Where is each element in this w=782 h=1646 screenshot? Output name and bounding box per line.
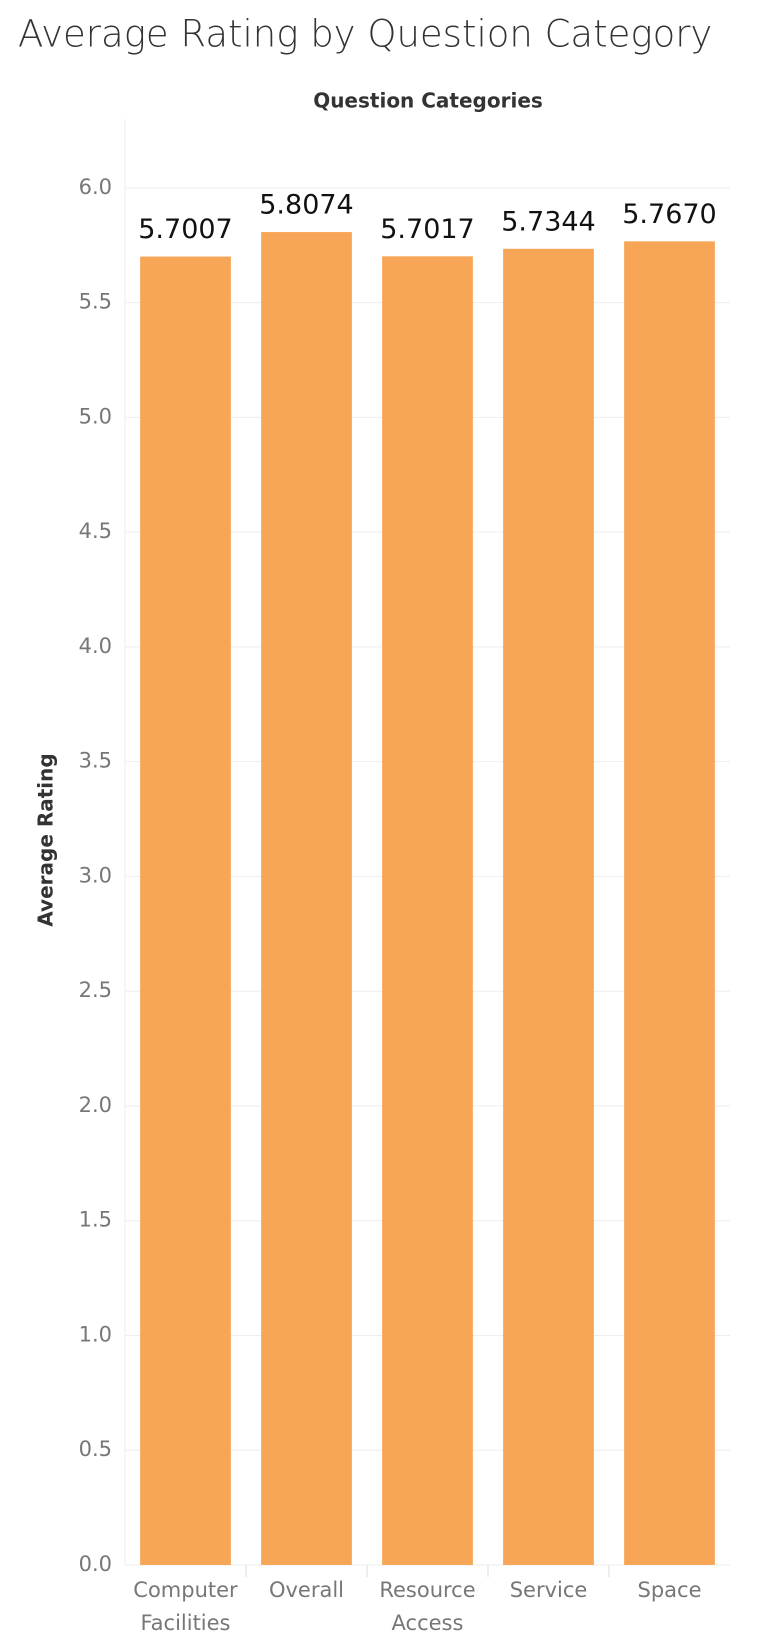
y-tick-label: 6.0 <box>79 175 112 199</box>
y-tick-label: 0.0 <box>79 1552 112 1576</box>
bar <box>624 241 715 1566</box>
y-tick-label: 0.5 <box>79 1437 112 1461</box>
x-tick-label: Space <box>638 1578 702 1602</box>
x-tick-label-line: Facilities <box>141 1611 231 1635</box>
y-axis-title: Average Rating <box>34 753 58 926</box>
chart-title: Average Rating by Question Category <box>18 13 712 56</box>
y-tick-label: 5.5 <box>79 290 112 314</box>
y-tick-label: 4.0 <box>79 634 112 658</box>
bar <box>382 256 473 1565</box>
bar <box>140 256 231 1566</box>
x-tick-label-line: Access <box>392 1611 464 1635</box>
x-tick-label: Resource Access <box>379 1578 475 1635</box>
bar <box>261 232 352 1565</box>
x-tick-label-line: Computer <box>133 1578 238 1602</box>
data-label: 5.8074 <box>259 190 353 221</box>
y-tick-label: 2.5 <box>79 978 112 1002</box>
y-tick-label: 4.5 <box>79 519 112 543</box>
y-tick-label: 3.0 <box>79 863 112 887</box>
x-tick-label-line: Resource <box>379 1578 475 1602</box>
data-label: 5.7344 <box>501 206 595 237</box>
y-tick-label: 3.5 <box>79 749 112 773</box>
y-tick-label: 1.5 <box>79 1208 112 1232</box>
data-label: 5.7017 <box>380 214 474 245</box>
x-tick-label: Service <box>510 1578 588 1602</box>
data-label: 5.7007 <box>138 214 232 245</box>
y-tick-label: 2.0 <box>79 1093 112 1117</box>
y-tick-label: 5.0 <box>79 404 112 428</box>
y-tick-label: 1.0 <box>79 1322 112 1346</box>
x-tick-label: Computer Facilities <box>133 1578 238 1635</box>
bar <box>503 248 594 1566</box>
x-axis-title: Question Categories <box>313 89 543 113</box>
x-tick-label: Overall <box>269 1578 344 1602</box>
data-label: 5.7670 <box>622 199 716 230</box>
